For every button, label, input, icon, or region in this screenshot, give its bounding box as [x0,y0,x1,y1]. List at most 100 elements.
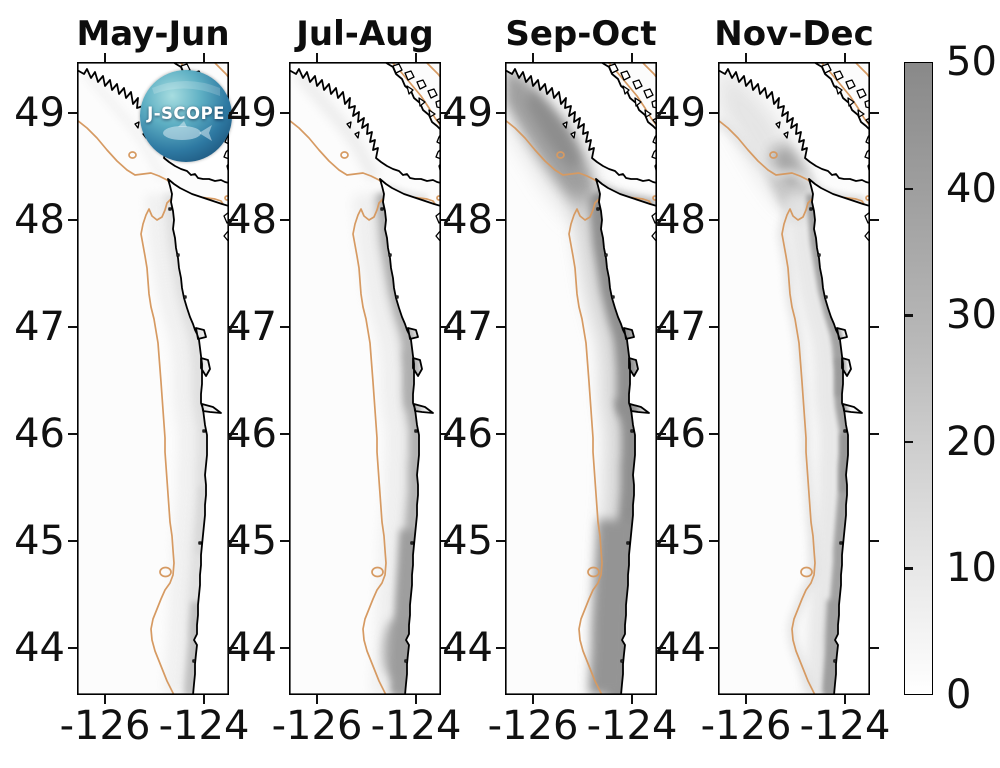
lat-tick-right [441,326,450,329]
lat-tick-label: 44 [655,625,706,671]
lat-tick-left [280,112,289,115]
lat-tick-label: 48 [226,197,277,243]
lat-tick-right [870,433,879,436]
lon-tick-bottom [844,695,847,704]
lat-tick-right [441,219,450,222]
lat-tick-right [229,219,238,222]
lat-tick-right [657,326,666,329]
lat-tick-label: 47 [226,304,277,350]
lat-tick-right [870,540,879,543]
lat-tick-right [657,540,666,543]
lon-tick-label: -124 [158,703,250,749]
lat-tick-left [68,433,77,436]
colorbar-tick [905,440,913,444]
lat-tick-left [709,540,718,543]
lon-tick-bottom [203,695,206,704]
lon-tick-bottom [745,695,748,704]
lat-tick-label: 44 [226,625,277,671]
lat-tick-right [229,540,238,543]
lat-tick-right [441,433,450,436]
lat-tick-right [229,112,238,115]
lat-tick-right [657,112,666,115]
lat-tick-right [657,219,666,222]
panel-frame [718,62,870,696]
lat-tick-left [68,647,77,650]
colorbar-tick [905,187,913,190]
panel-title-may-jun: May-Jun [76,14,230,54]
lon-tick-top [631,53,634,62]
colorbar-tick-label: 50 [946,39,997,85]
map-panel-jul-aug [289,62,441,696]
lat-tick-label: 45 [655,518,706,564]
lat-tick-label: 49 [442,90,493,136]
lat-tick-right [870,112,879,115]
lon-tick-top [532,53,535,62]
lat-tick-label: 47 [655,304,706,350]
lat-tick-label: 48 [14,197,65,243]
lat-tick-left [709,647,718,650]
lat-tick-label: 46 [226,411,277,457]
colorbar-tick-label: 0 [946,672,972,718]
colorbar-tick-label: 40 [946,165,997,212]
jscope-logo-art [152,81,220,141]
colorbar [904,62,933,695]
lat-tick-left [496,219,505,222]
lat-tick-label: 46 [14,411,65,457]
lon-tick-label: -126 [59,703,151,749]
lon-tick-bottom [316,695,319,704]
lat-tick-left [709,326,718,329]
colorbar-tick-label: 20 [946,418,997,465]
lat-tick-label: 47 [14,304,65,350]
fish-icon [163,121,212,141]
lat-tick-left [68,326,77,329]
lat-tick-left [280,540,289,543]
lat-tick-right [441,647,450,650]
lat-tick-left [68,540,77,543]
jscope-logo-text: J-SCOPE [147,104,225,123]
lon-tick-bottom [631,695,634,704]
light-rays [152,81,220,96]
lat-tick-label: 48 [655,197,706,243]
lon-tick-bottom [415,695,418,704]
map-panel-nov-dec [718,62,870,696]
lat-tick-left [496,647,505,650]
lat-tick-label: 47 [442,304,493,350]
lat-tick-right [870,219,879,222]
lon-tick-bottom [104,695,107,704]
jscope-logo: J-SCOPE [140,70,232,162]
lat-tick-label: 44 [14,625,65,671]
lat-tick-label: 45 [14,518,65,564]
lat-tick-right [870,326,879,329]
lat-tick-left [280,326,289,329]
lat-tick-label: 48 [442,197,493,243]
lat-tick-right [441,540,450,543]
lat-tick-left [280,433,289,436]
lat-tick-label: 45 [226,518,277,564]
panel-frame [289,62,441,696]
lon-tick-label: -126 [700,703,792,749]
lat-tick-left [496,326,505,329]
lon-tick-top [316,53,319,62]
lat-tick-left [280,219,289,222]
lon-tick-top [415,53,418,62]
lat-tick-right [229,433,238,436]
lat-tick-label: 46 [442,411,493,457]
lat-tick-label: 45 [442,518,493,564]
lat-tick-right [870,647,879,650]
lon-tick-label: -124 [799,703,891,749]
lat-tick-left [280,647,289,650]
lat-tick-left [68,219,77,222]
colorbar-tick-label: 10 [946,545,997,592]
panel-title-nov-dec: Nov-Dec [714,14,874,54]
colorbar-tick [905,567,913,570]
lon-tick-label: -126 [271,703,363,749]
lon-tick-label: -124 [586,703,678,749]
lat-tick-left [709,112,718,115]
lat-tick-label: 49 [226,90,277,136]
colorbar-tick [905,314,913,317]
lat-tick-label: 44 [442,625,493,671]
lon-tick-label: -126 [487,703,579,749]
lat-tick-left [496,540,505,543]
lat-tick-right [657,647,666,650]
lat-tick-left [709,219,718,222]
